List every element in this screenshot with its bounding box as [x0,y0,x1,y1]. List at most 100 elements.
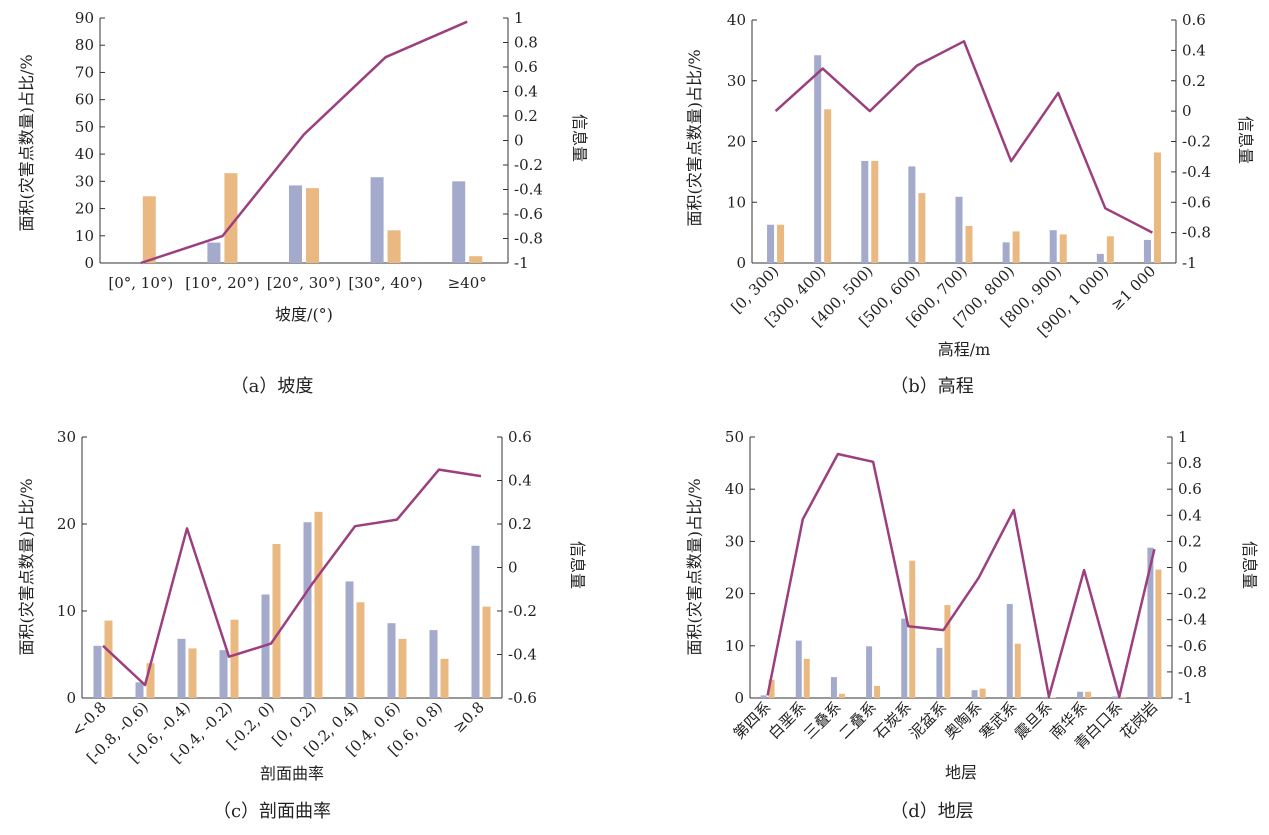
y-axis-label: 面积(灾害点数量)占比/% [685,49,704,226]
y2-tick-label: 0.6 [508,428,532,446]
y-tick-label: 0 [66,689,76,707]
y2-tick-label: 0.6 [1178,480,1202,498]
bar-points-1 [824,109,832,264]
bar-points-6 [1059,234,1067,263]
y2-tick-label: 0 [1178,559,1188,577]
bar-area-9 [471,545,480,698]
bar-points-9 [1085,691,1092,698]
bar-points-3 [230,619,239,698]
bar-area-7 [1096,253,1104,263]
bar-points-7 [398,638,407,698]
bar-points-2 [306,188,319,263]
y2-tick-label: -0.2 [508,602,537,620]
bar-points-7 [1106,236,1114,263]
chart-panel-2: 0102030-0.6-0.4-0.200.20.40.6<-0.8[-0.8,… [17,428,587,822]
y2-tick-label: -0.4 [1178,611,1207,629]
panel-caption: （c）剖面曲率 [213,801,331,822]
bar-points-4 [909,560,916,698]
y-tick-label: 40 [725,480,744,498]
y2-tick-label: 0.6 [1182,11,1206,29]
bar-area-8 [1041,696,1048,698]
panel-caption: （a）坡度 [231,376,314,397]
chart-panel-3: 0 10 20 30 40 50 -1 -0.8 -0.6 -0.4 -0.2 0 0.2 0.4 0.6 0… [685,428,1259,822]
x-axis-label: 坡度/(°) [275,305,333,324]
bar-points-6 [979,688,986,698]
x-axis-label: 剖面曲率 [260,764,324,783]
bar-area-4 [901,618,908,698]
bar-points-4 [272,544,281,698]
y2-axis-label: 信息量 [568,541,587,589]
y2-tick-label: -0.4 [514,181,543,199]
x-tick-label: 白垩系 [765,698,810,743]
y-tick-label: 20 [57,515,76,533]
y-tick-label: 60 [75,91,94,109]
y2-tick-label: -0.2 [1178,585,1207,603]
y2-tick-label: 0.4 [1182,41,1206,59]
y2-tick-label: -0.4 [1182,163,1211,181]
bar-area-7 [387,623,396,698]
bar-area-2 [830,677,837,698]
bar-points-2 [838,693,845,698]
bar-area-3 [219,650,228,698]
bar-area-2 [289,185,302,263]
bar-points-7 [1014,643,1021,698]
bar-area-11 [1147,547,1154,698]
bar-points-8 [1049,697,1056,698]
bar-area-8 [1143,239,1151,263]
y2-tick-label: -0.6 [1182,193,1211,211]
x-tick-label: 花岗岩 [1117,698,1162,743]
y2-tick-label: -0.6 [514,205,543,223]
y-axis-label: 面积(灾害点数量)占比/% [685,478,704,655]
y-axis-label: 面积(灾害点数量)占比/% [17,478,36,655]
y-tick-label: 0 [84,254,94,272]
y2-tick-label: 0 [1182,102,1192,120]
y-tick-label: 10 [725,637,744,655]
y2-tick-label: -1 [514,254,529,272]
y-tick-label: 70 [75,63,94,81]
info-line [140,20,468,265]
y-tick-label: 90 [75,9,94,27]
y2-tick-label: -0.6 [1178,637,1207,655]
bar-points-3 [918,193,926,263]
x-tick-label: ≥0.8 [449,698,487,736]
y2-tick-label: 1 [1178,428,1188,446]
y2-tick-label: 0.8 [1178,454,1202,472]
bar-area-3 [866,646,873,698]
y-tick-label: 0 [734,689,744,707]
bar-points-10 [1120,696,1127,698]
bar-area-1 [814,55,822,263]
x-tick-label: ≥40° [448,274,487,292]
bar-area-2 [177,638,186,698]
bar-points-11 [1155,569,1162,698]
y-tick-label: 30 [727,72,746,90]
y-tick-label: 80 [75,36,94,54]
y2-tick-label: 0.4 [514,83,538,101]
bar-area-4 [452,181,466,263]
x-tick-label: 泥盆系 [906,698,951,743]
bar-points-4 [469,256,483,263]
bar-area-8 [429,630,438,698]
bar-area-0 [93,645,102,698]
y2-tick-label: 0.6 [514,58,538,76]
x-tick-label: 寒武系 [976,698,1021,743]
y2-tick-label: 0.8 [514,34,538,52]
y2-tick-label: -1 [1178,689,1193,707]
y-tick-label: 30 [725,532,744,550]
x-tick-label: 二叠系 [835,698,880,743]
info-line [102,468,482,687]
bar-points-6 [356,602,365,698]
y2-tick-label: 0 [508,559,518,577]
y-tick-label: 30 [57,428,76,446]
bar-area-1 [795,640,802,698]
x-tick-label: 石炭系 [871,698,916,743]
x-tick-label: [0°, 10°) [108,274,173,292]
y-tick-label: 20 [727,133,746,151]
x-tick-label: [10°, 20°) [185,274,259,292]
bar-area-1 [207,242,221,263]
bar-points-9 [482,606,491,698]
y-tick-label: 20 [725,585,744,603]
bar-area-5 [936,647,943,698]
y2-tick-label: -0.8 [1178,663,1207,681]
x-tick-label: [30°, 40°) [348,274,422,292]
y2-tick-label: 0.4 [508,472,532,490]
